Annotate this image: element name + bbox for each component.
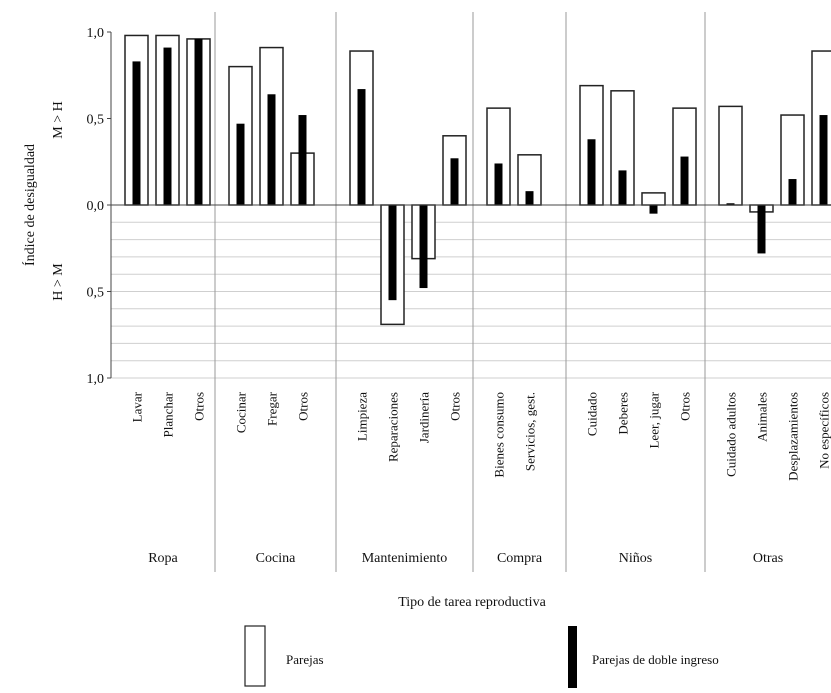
legend-swatch-parejas xyxy=(245,626,265,686)
bar-parejas xyxy=(719,106,742,205)
group-label: Cocina xyxy=(256,551,296,566)
legend: Parejas Parejas de doble ingreso xyxy=(245,626,719,688)
task-label: Leer, jugar xyxy=(647,391,662,448)
group-label: Otras xyxy=(753,551,783,566)
task-label: Otros xyxy=(192,392,207,421)
bar-parejas-doble-ingreso xyxy=(299,115,307,205)
task-label: Desplazamientos xyxy=(786,392,801,481)
bar-parejas-doble-ingreso xyxy=(650,205,658,214)
y-tick-label: 1,0 xyxy=(87,372,105,387)
task-label: Reparaciones xyxy=(386,392,401,462)
task-label: Servicios, gest. xyxy=(523,392,538,471)
y-tick-label: 0,5 xyxy=(87,113,105,128)
bar-parejas xyxy=(642,193,665,205)
bar-parejas-doble-ingreso xyxy=(389,205,397,300)
bar-parejas-doble-ingreso xyxy=(789,179,797,205)
y-axis-title: Índice de desigualdad xyxy=(21,144,38,266)
gridlines xyxy=(111,222,831,378)
task-label: Fregar xyxy=(265,391,280,426)
x-axis-title: Tipo de tarea reproductiva xyxy=(398,595,546,610)
group-label: Ropa xyxy=(148,551,178,566)
bar-parejas-doble-ingreso xyxy=(420,205,428,288)
task-label: Jardinería xyxy=(417,392,432,443)
task-label: Animales xyxy=(755,392,770,442)
group-label: Niños xyxy=(619,551,652,566)
bar-parejas-doble-ingreso xyxy=(451,158,459,205)
task-label: Otros xyxy=(296,392,311,421)
y-tick-label: 1,0 xyxy=(87,26,105,41)
group-label: Mantenimiento xyxy=(362,551,448,566)
bar-parejas-doble-ingreso xyxy=(358,89,366,205)
task-label: No específicos xyxy=(817,392,831,469)
bar-parejas-doble-ingreso xyxy=(164,48,172,205)
task-label: Planchar xyxy=(161,391,176,437)
bar-parejas-doble-ingreso xyxy=(588,139,596,205)
task-label: Bienes consumo xyxy=(492,392,507,478)
labels: Lavar Planchar Otros Ropa Cocinar Fregar Otros… xyxy=(130,391,831,566)
legend-label-parejas: Parejas xyxy=(286,652,324,667)
task-label: Otros xyxy=(448,392,463,421)
bar-parejas-doble-ingreso xyxy=(526,191,534,205)
task-label: Otros xyxy=(678,392,693,421)
bar-parejas-doble-ingreso xyxy=(495,163,503,205)
task-label: Deberes xyxy=(616,392,631,435)
bar-parejas-doble-ingreso xyxy=(268,94,276,205)
task-label: Lavar xyxy=(130,391,145,422)
legend-swatch-doble-ingreso xyxy=(568,626,577,688)
legend-label-doble-ingreso: Parejas de doble ingreso xyxy=(592,652,719,667)
task-label: Cuidado xyxy=(585,392,600,436)
bar-parejas-doble-ingreso xyxy=(758,205,766,253)
group-label: Compra xyxy=(497,551,543,566)
y-tick-label: 0,0 xyxy=(87,199,105,214)
bars xyxy=(125,35,831,324)
task-label: Cuidado adultos xyxy=(724,392,739,477)
y-tick-label: 0,5 xyxy=(87,286,105,301)
task-label: Cocinar xyxy=(234,391,249,433)
bar-parejas-doble-ingreso xyxy=(681,157,689,205)
task-label: Limpieza xyxy=(355,392,370,441)
bar-parejas-doble-ingreso xyxy=(619,170,627,205)
bar-parejas-doble-ingreso xyxy=(195,39,203,205)
y-direction-label-negative: H > M xyxy=(51,263,66,301)
y-direction-label-positive: M > H xyxy=(51,101,66,138)
bar-parejas-doble-ingreso xyxy=(820,115,828,205)
bar-parejas-doble-ingreso xyxy=(133,61,141,205)
bar-parejas-doble-ingreso xyxy=(237,124,245,205)
